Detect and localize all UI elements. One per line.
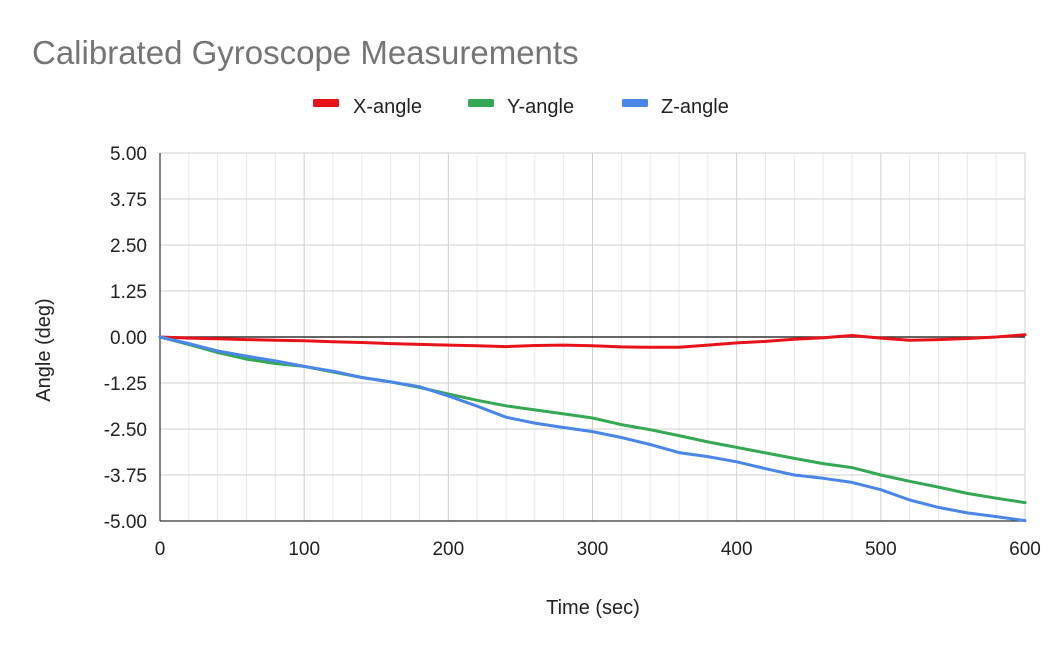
y-axis-label: Angle (deg): [33, 298, 55, 401]
y-tick-labels: 5.00 3.75 2.50 1.25 0.00 -1.25 -2.50 -3.75 -5.00: [104, 144, 147, 533]
legend-label-x-angle: X-angle: [353, 96, 422, 118]
legend-item-x-angle[interactable]: X-angle: [313, 96, 422, 118]
y-tick-label: 0.00: [110, 328, 147, 349]
legend-swatch-x-angle: [313, 99, 339, 107]
y-tick-label: 5.00: [110, 144, 147, 165]
legend-label-z-angle: Z-angle: [661, 96, 729, 118]
x-tick-label: 300: [577, 539, 609, 560]
x-tick-label: 500: [865, 539, 897, 560]
chart-title: Calibrated Gyroscope Measurements: [32, 34, 579, 71]
x-tick-labels: 0 100 200 300 400 500 600: [155, 539, 1041, 560]
y-tick-label: -3.75: [104, 466, 147, 487]
x-tick-label: 200: [432, 539, 464, 560]
x-tick-label: 400: [721, 539, 753, 560]
y-tick-label: 1.25: [110, 282, 147, 303]
y-tick-label: -2.50: [104, 420, 147, 441]
legend-label-y-angle: Y-angle: [507, 96, 574, 118]
legend-item-z-angle[interactable]: Z-angle: [622, 96, 729, 118]
legend-swatch-y-angle: [468, 99, 494, 107]
legend: X-angle Y-angle Z-angle: [313, 96, 729, 118]
x-tick-label: 100: [288, 539, 320, 560]
series-line-x-angle[interactable]: [158, 333, 1027, 349]
y-tick-label: -5.00: [104, 512, 147, 533]
x-tick-label: 600: [1009, 539, 1041, 560]
y-tick-label: 3.75: [110, 190, 147, 211]
legend-item-y-angle[interactable]: Y-angle: [468, 96, 574, 118]
series-lines: [158, 333, 1027, 523]
x-axis-label: Time (sec): [546, 597, 640, 619]
series-line-z-angle[interactable]: [158, 335, 1027, 523]
x-tick-label: 0: [155, 539, 166, 560]
legend-swatch-z-angle: [622, 99, 648, 107]
y-tick-label: 2.50: [110, 236, 147, 257]
y-tick-label: -1.25: [104, 374, 147, 395]
